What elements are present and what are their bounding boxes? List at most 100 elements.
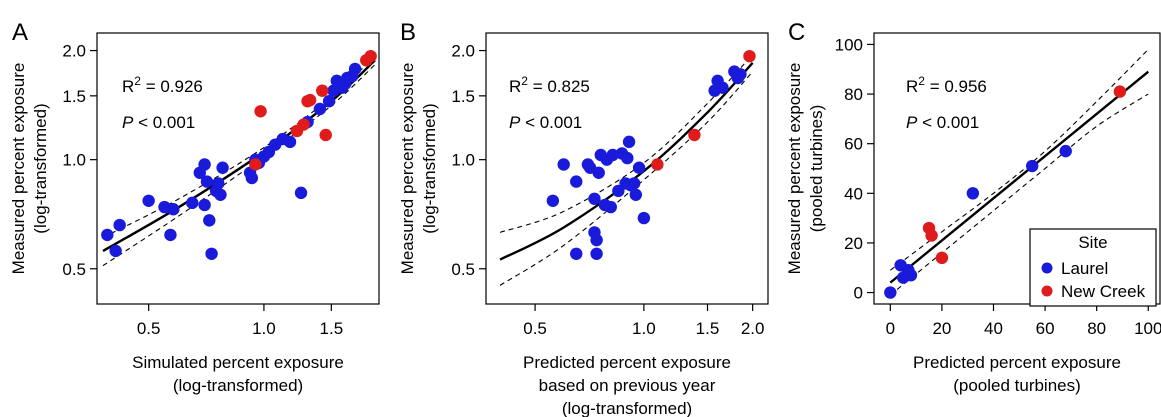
point-laurel xyxy=(294,186,308,200)
point-laurel xyxy=(557,158,570,171)
y-tick-label: 1.5 xyxy=(451,87,475,106)
data-points xyxy=(546,49,756,260)
point-laurel xyxy=(205,247,218,260)
point-laurel xyxy=(1025,159,1039,173)
y-axis-label: (log-transformed) xyxy=(31,103,50,233)
y-tick-label: 1.5 xyxy=(62,87,86,106)
point-laurel xyxy=(632,161,646,174)
x-axis-label: Predicted percent exposure xyxy=(913,353,1121,372)
point-laurel xyxy=(592,166,605,179)
point-new-creek xyxy=(935,251,949,265)
point-laurel xyxy=(1059,144,1072,158)
point-new-creek xyxy=(316,84,329,97)
point-laurel xyxy=(109,244,122,258)
point-laurel xyxy=(604,200,617,214)
x-axis-label: Predicted percent exposure xyxy=(523,353,731,372)
point-laurel xyxy=(570,247,583,260)
p-value-label: P < 0.001 xyxy=(906,113,979,132)
point-new-creek xyxy=(651,158,664,171)
plot-frame xyxy=(873,32,1161,305)
point-laurel xyxy=(101,228,114,242)
y-axis-label: Measured percent exposure xyxy=(398,63,417,275)
point-laurel xyxy=(590,247,603,260)
x-tick-label: 80 xyxy=(1087,319,1106,338)
x-tick-label: 1.5 xyxy=(320,319,344,338)
plot-frame xyxy=(96,32,380,305)
point-new-creek xyxy=(297,118,310,131)
point-laurel xyxy=(588,192,601,205)
x-tick-label: 40 xyxy=(984,319,1003,338)
legend-label: New Creek xyxy=(1061,282,1146,301)
panel-letter: B xyxy=(400,19,416,46)
point-new-creek xyxy=(249,158,262,171)
point-laurel xyxy=(198,198,211,212)
point-laurel xyxy=(627,177,641,190)
x-tick-label: 100 xyxy=(1134,319,1161,338)
point-laurel xyxy=(164,228,177,242)
legend: Site Laurel New Creek xyxy=(1029,228,1157,307)
x-tick-label: 1.0 xyxy=(252,319,276,338)
point-laurel xyxy=(606,148,619,162)
point-laurel xyxy=(313,102,327,116)
point-new-creek xyxy=(303,93,317,107)
point-new-creek xyxy=(743,49,756,63)
y-tick-label: 40 xyxy=(844,184,863,203)
point-new-creek xyxy=(688,128,701,142)
point-laurel xyxy=(716,81,729,94)
point-laurel xyxy=(113,218,126,232)
point-laurel xyxy=(884,286,897,299)
point-laurel xyxy=(637,211,651,225)
point-laurel xyxy=(590,233,603,247)
p-value-label: P < 0.001 xyxy=(122,113,195,132)
x-tick-label: 1.5 xyxy=(696,319,720,338)
point-laurel xyxy=(622,135,636,149)
panel-letter: C xyxy=(788,19,805,46)
point-laurel xyxy=(214,188,227,201)
point-laurel xyxy=(216,161,229,174)
y-tick-label: 1.0 xyxy=(62,151,86,170)
point-laurel xyxy=(322,94,336,108)
point-laurel xyxy=(283,135,297,149)
r-squared-label: R2 = 0.926 xyxy=(122,74,203,96)
legend-marker xyxy=(1041,262,1053,274)
legend-title: Site xyxy=(1078,233,1107,252)
r-squared-label: R2 = 0.956 xyxy=(906,74,987,96)
point-new-creek xyxy=(254,105,267,118)
y-tick-label: 20 xyxy=(844,234,863,253)
x-tick-label: 2.0 xyxy=(741,319,765,338)
y-tick-label: 0.5 xyxy=(451,260,475,279)
panel-c: C 0 20 40 60 80 100 0 20 40 60 80 100 Predicted perce… xyxy=(785,19,1161,395)
x-tick-label: 0.5 xyxy=(137,319,161,338)
y-tick-label: 1.0 xyxy=(451,151,475,170)
x-axis-label: Simulated percent exposure xyxy=(132,353,344,372)
point-laurel xyxy=(245,171,259,185)
y-tick-label: 60 xyxy=(844,135,863,154)
x-tick-label: 60 xyxy=(1036,319,1055,338)
legend-label: Laurel xyxy=(1061,259,1108,278)
y-axis-label: (pooled turbines) xyxy=(807,105,826,233)
point-laurel xyxy=(348,62,362,76)
point-laurel xyxy=(546,194,560,208)
panel-a: A 0.5 1.0 1.5 0.5 1.0 1.5 2.0 Simulated percent … xyxy=(9,19,380,395)
x-tick-label: 20 xyxy=(932,319,951,338)
y-tick-label: 0 xyxy=(854,284,863,303)
y-axis-label: Measured percent exposure xyxy=(9,63,28,275)
x-axis-label: based on previous year xyxy=(539,376,716,395)
point-new-creek xyxy=(364,49,377,63)
legend-marker xyxy=(1041,285,1053,297)
data-points xyxy=(884,85,1127,299)
ci-upper-line xyxy=(499,54,754,233)
point-laurel xyxy=(904,268,918,282)
point-laurel xyxy=(186,196,199,210)
x-axis-label: (log-transformed) xyxy=(173,376,303,395)
point-laurel xyxy=(200,175,214,188)
point-laurel xyxy=(198,158,211,171)
point-laurel xyxy=(966,187,980,200)
point-laurel xyxy=(629,188,643,201)
point-laurel xyxy=(621,151,634,165)
y-tick-label: 80 xyxy=(844,85,863,104)
y-tick-label: 0.5 xyxy=(62,260,86,279)
point-laurel xyxy=(167,202,180,216)
plot-frame xyxy=(485,32,769,305)
